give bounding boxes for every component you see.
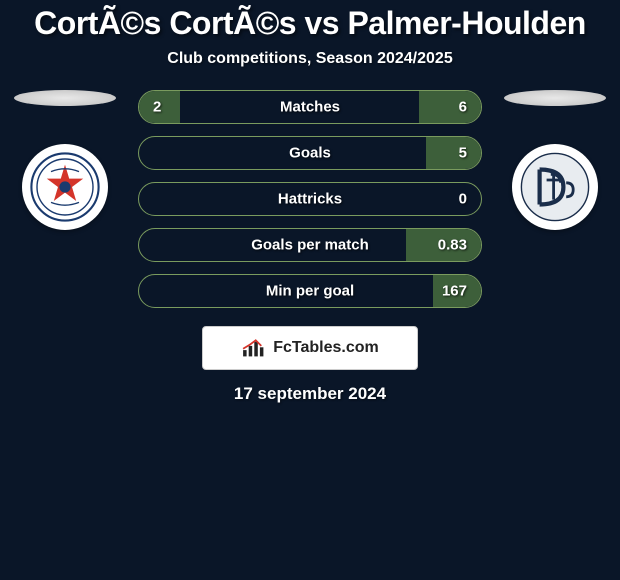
stat-bars: 2 Matches 6 Goals 5 Hattricks 0 — [138, 90, 482, 308]
stat-value-right: 6 — [459, 99, 467, 116]
comparison-card: CortÃ©s CortÃ©s vs Palmer-Houlden Club c… — [0, 0, 620, 580]
stat-row: Hattricks 0 — [138, 182, 482, 216]
stat-label: Min per goal — [266, 283, 354, 300]
subtitle: Club competitions, Season 2024/2025 — [0, 50, 620, 68]
comparison-body: 2 Matches 6 Goals 5 Hattricks 0 — [0, 90, 620, 308]
stat-label: Matches — [280, 99, 340, 116]
stat-value-right: 5 — [459, 145, 467, 162]
stat-row: Goals per match 0.83 — [138, 228, 482, 262]
stat-label: Hattricks — [278, 191, 342, 208]
right-platform — [504, 90, 606, 106]
brand-text: FcTables.com — [273, 339, 379, 357]
stat-label: Goals — [289, 145, 331, 162]
right-crest — [512, 144, 598, 230]
left-platform — [14, 90, 116, 106]
bars-icon — [241, 337, 269, 359]
right-team-column — [500, 90, 610, 230]
date-text: 17 september 2024 — [0, 384, 620, 404]
left-team-column — [10, 90, 120, 230]
stat-value-right: 0 — [459, 191, 467, 208]
stat-label: Goals per match — [251, 237, 369, 254]
stat-row: 2 Matches 6 — [138, 90, 482, 124]
stat-value-left: 2 — [153, 99, 161, 116]
stat-row: Min per goal 167 — [138, 274, 482, 308]
page-title: CortÃ©s CortÃ©s vs Palmer-Houlden — [0, 5, 620, 42]
stat-value-right: 0.83 — [438, 237, 467, 254]
stat-value-right: 167 — [442, 283, 467, 300]
stat-fill-right — [426, 137, 481, 169]
stat-row: Goals 5 — [138, 136, 482, 170]
dundee-crest-icon — [520, 152, 590, 222]
left-crest — [22, 144, 108, 230]
brand-badge[interactable]: FcTables.com — [202, 326, 418, 370]
rangers-crest-icon — [30, 152, 100, 222]
stat-fill-right — [419, 91, 481, 123]
